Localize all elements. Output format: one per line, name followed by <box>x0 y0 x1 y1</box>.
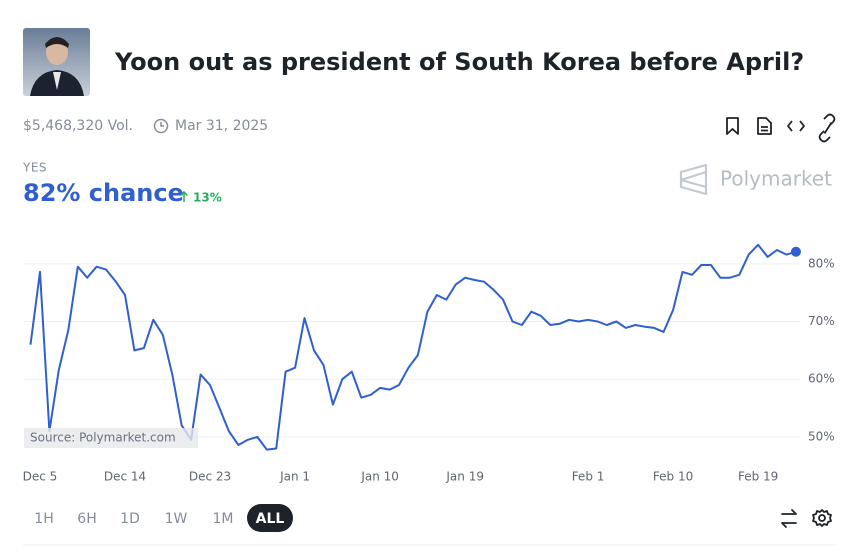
source-label: Source: Polymarket.com <box>30 431 176 445</box>
x-tick-label: Jan 19 <box>445 470 484 484</box>
y-tick-label: 60% <box>808 372 835 386</box>
volume: $5,468,320 Vol. <box>23 118 133 134</box>
price-line <box>29 243 797 451</box>
embed-button[interactable] <box>787 120 805 132</box>
settings-button[interactable] <box>812 509 832 527</box>
market-title: Yoon out as president of South Korea bef… <box>114 48 804 76</box>
chance: 82% chance <box>23 179 184 207</box>
timeframe-tab[interactable]: 6H <box>77 511 96 527</box>
last-point <box>790 246 801 257</box>
change: 13% <box>193 191 222 205</box>
x-tick-label: Feb 10 <box>653 470 693 484</box>
timeframe-tabs: 1H 6H 1D 1W 1M ALL <box>34 504 293 532</box>
end-date: Mar 31, 2025 <box>175 118 268 134</box>
price-chart: 50% 60% 70% 80% Dec 5 Dec 14 Dec 23 Jan 1 Jan 10… <box>23 243 835 484</box>
clock-icon <box>153 118 169 134</box>
timeframe-tab[interactable]: 1D <box>120 511 140 527</box>
timeframe-tab[interactable]: 1M <box>213 511 234 527</box>
x-tick-label: Jan 10 <box>360 470 399 484</box>
bookmark-button[interactable] <box>726 117 739 135</box>
link-button[interactable] <box>818 113 836 143</box>
source-box <box>24 428 198 448</box>
timeframe-tab[interactable]: ALL <box>256 511 285 527</box>
x-tick-label: Dec 23 <box>189 470 231 484</box>
timeframe-tab[interactable]: 1H <box>34 511 53 527</box>
x-tick-label: Feb 1 <box>572 470 605 484</box>
y-tick-label: 80% <box>808 256 835 270</box>
market-image <box>23 28 90 96</box>
y-tick-label: 70% <box>808 314 835 328</box>
outcome-name: YES <box>22 161 47 175</box>
x-tick-label: Dec 14 <box>104 470 146 484</box>
up-arrow <box>179 190 189 202</box>
document-button[interactable] <box>757 117 772 135</box>
timeframe-selected-bg <box>247 504 293 532</box>
x-tick-label: Dec 5 <box>23 470 58 484</box>
x-tick-label: Jan 1 <box>279 470 310 484</box>
swap-button[interactable] <box>781 509 797 528</box>
y-tick-label: 50% <box>808 429 835 443</box>
brand-name: Polymarket <box>720 167 832 191</box>
x-tick-label: Feb 19 <box>738 470 778 484</box>
timeframe-tab[interactable]: 1W <box>165 511 188 527</box>
brand-logo <box>679 163 708 196</box>
